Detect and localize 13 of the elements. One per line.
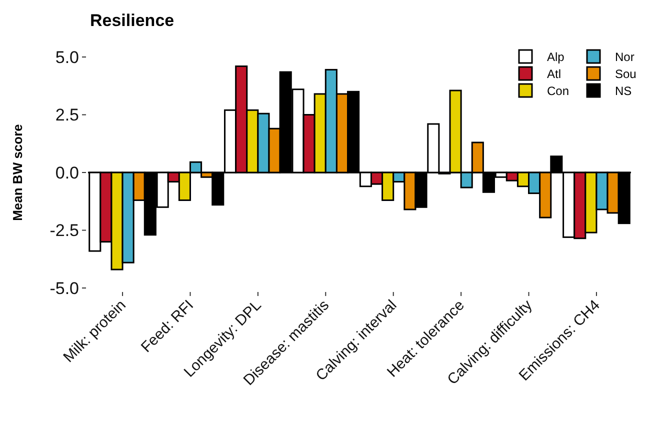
y-tick-label: 5.0 (55, 48, 79, 67)
legend-label: Sou (615, 67, 636, 81)
legend-label: Alp (547, 50, 565, 64)
y-tick-label: -5.0 (50, 278, 79, 298)
legend-label: Atl (547, 67, 562, 81)
y-tick-label: 0.0 (55, 163, 79, 182)
legend-label: Nor (615, 50, 634, 64)
legend-label: Con (547, 84, 570, 98)
y-tick-label: 2.5 (55, 106, 79, 125)
legend-label: NS (615, 84, 632, 98)
y-axis-title: Mean BW score (10, 124, 25, 221)
chart-title: Resilience (90, 11, 174, 30)
y-tick-label: -2.5 (50, 221, 79, 240)
